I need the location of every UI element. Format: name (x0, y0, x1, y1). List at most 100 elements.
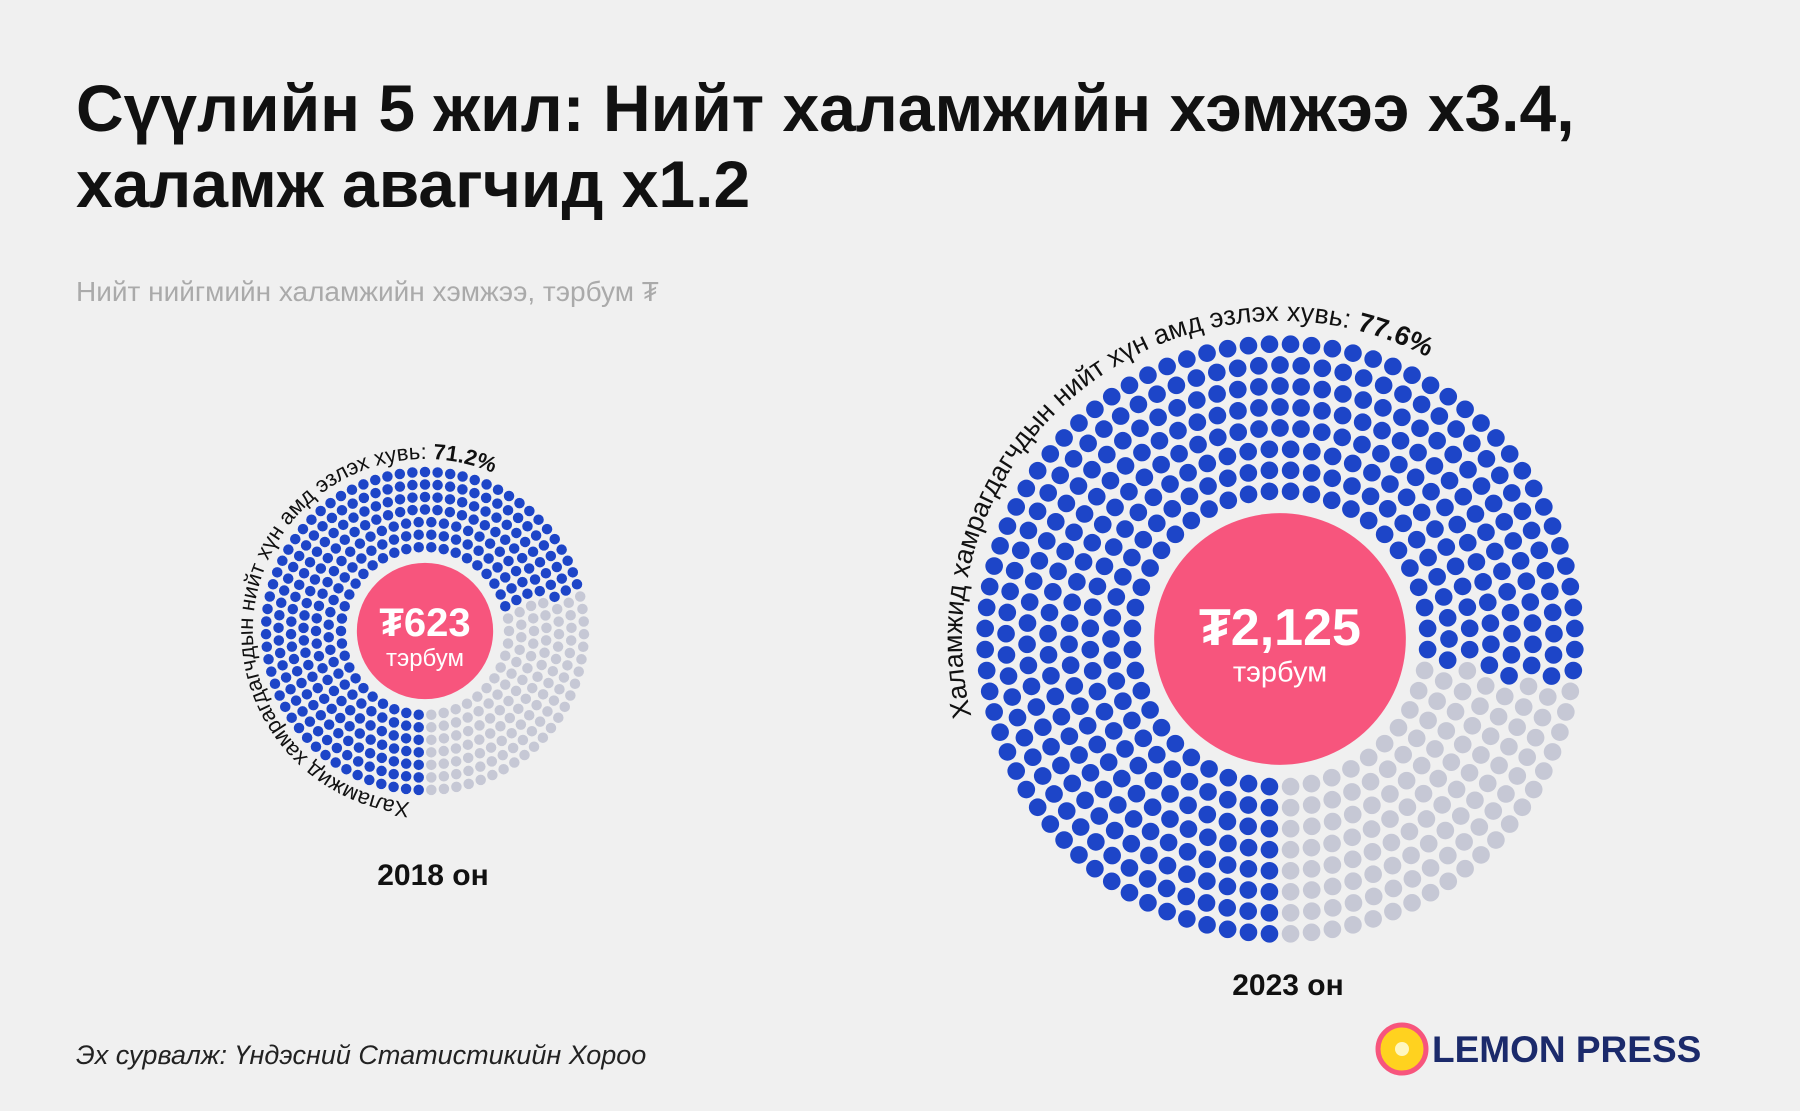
share-dot (1087, 487, 1106, 506)
share-dot (1182, 748, 1201, 767)
share-dot (366, 705, 377, 717)
share-dot (1466, 505, 1485, 523)
share-dot (1138, 870, 1157, 888)
rest-dot (526, 725, 538, 737)
rest-dot (494, 705, 506, 716)
share-dot (1116, 740, 1134, 758)
rest-dot (463, 765, 474, 777)
share-dot (1161, 475, 1179, 493)
share-dot (1065, 677, 1084, 695)
share-dot (1120, 859, 1139, 877)
rest-dot (1302, 838, 1321, 857)
share-dot (1271, 419, 1289, 437)
rest-dot (578, 616, 589, 627)
share-dot (1114, 692, 1132, 711)
rest-dot (528, 741, 540, 752)
share-dot (1219, 768, 1238, 787)
share-dot (462, 525, 474, 537)
rest-dot (1487, 831, 1505, 849)
share-dot (377, 553, 389, 564)
share-dot (364, 747, 376, 759)
share-dot (1453, 577, 1472, 596)
share-dot (1354, 369, 1373, 387)
share-dot (480, 506, 491, 517)
rest-dot (1561, 682, 1580, 701)
share-dot (1114, 431, 1132, 450)
rest-dot (1472, 746, 1490, 764)
share-dot (352, 769, 363, 781)
share-dot (356, 698, 367, 709)
rest-dot (543, 677, 554, 689)
share-dot (1052, 707, 1071, 726)
share-dot (1150, 431, 1169, 450)
share-dot (1042, 666, 1060, 685)
share-dot (1060, 635, 1078, 654)
rest-dot (1456, 859, 1474, 878)
share-dot (1218, 812, 1237, 831)
rest-dot (483, 698, 494, 709)
share-dot (1083, 460, 1101, 479)
share-dot (330, 543, 342, 554)
share-dot (335, 490, 347, 502)
share-dot (356, 553, 367, 564)
rest-dot (517, 674, 528, 686)
share-dot (317, 588, 328, 599)
share-dot (400, 758, 412, 769)
rest-dot (475, 761, 486, 772)
share-dot (1088, 577, 1107, 596)
share-dot (1446, 557, 1465, 576)
share-dot (1101, 471, 1120, 490)
rest-dot (577, 603, 588, 615)
share-dot (1456, 400, 1474, 419)
share-dot (1168, 399, 1186, 417)
rest-dot (538, 597, 549, 609)
share-dot (1095, 702, 1114, 721)
share-dot (517, 576, 528, 588)
share-dot (457, 484, 468, 495)
share-dot (1180, 772, 1199, 791)
share-dot (514, 497, 525, 509)
share-dot (451, 521, 462, 532)
share-dot (389, 547, 400, 559)
share-dot (1419, 548, 1437, 567)
rest-dot (553, 616, 564, 627)
rest-dot (1500, 737, 1518, 756)
rest-dot (1439, 872, 1458, 891)
share-dot (510, 565, 522, 577)
share-dot (376, 525, 388, 537)
rest-dot (1342, 760, 1360, 778)
share-dot (1522, 521, 1541, 540)
share-dot (277, 555, 288, 567)
share-dot (310, 741, 322, 752)
share-dot (1068, 573, 1086, 591)
share-dot (377, 712, 388, 723)
share-dot (1139, 893, 1157, 912)
share-dot (1500, 445, 1519, 463)
rest-dot (1470, 818, 1489, 836)
share-dot (336, 505, 348, 516)
rest-dot (1323, 790, 1342, 809)
share-dot (287, 561, 299, 573)
share-dot (1218, 790, 1237, 809)
share-dot (376, 739, 388, 750)
share-dot (1177, 887, 1196, 906)
share-dot (1415, 598, 1434, 617)
share-dot (344, 546, 356, 557)
share-dot (1500, 666, 1518, 685)
share-dot (1511, 552, 1530, 570)
share-dot (1198, 805, 1217, 824)
share-dot (334, 712, 346, 724)
share-dot (1501, 603, 1520, 622)
share-dot (1478, 593, 1497, 612)
rest-dot (547, 665, 559, 677)
rest-dot (1481, 727, 1500, 746)
share-dot (1530, 541, 1549, 560)
share-dot (1438, 609, 1457, 627)
share-dot (1197, 894, 1216, 912)
share-dot (444, 494, 456, 505)
rest-dot (553, 712, 564, 723)
rest-dot (1302, 860, 1321, 878)
share-dot (419, 479, 431, 490)
share-dot (998, 743, 1017, 761)
